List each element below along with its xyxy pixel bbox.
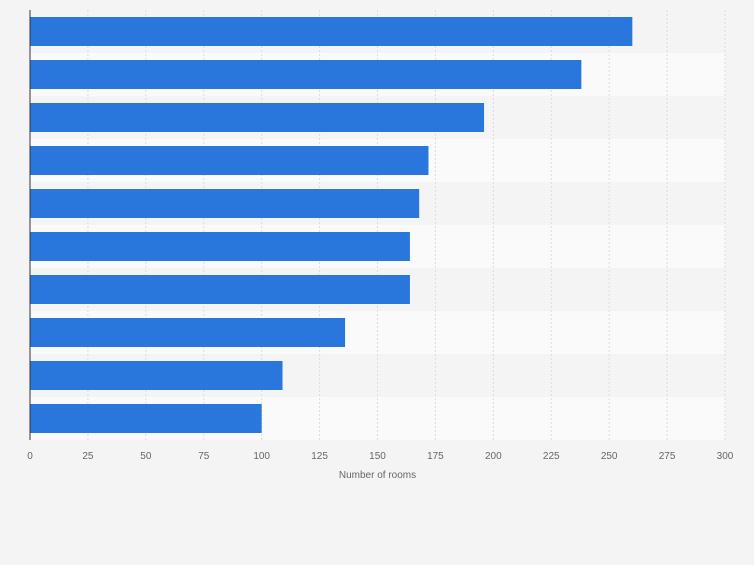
x-tick-label: 0 xyxy=(27,451,33,462)
bar[interactable] xyxy=(30,146,429,175)
x-tick-label: 225 xyxy=(543,451,560,462)
x-tick-label: 275 xyxy=(659,451,676,462)
bar[interactable] xyxy=(30,17,633,46)
bar[interactable] xyxy=(30,232,410,261)
x-tick-label: 175 xyxy=(427,451,444,462)
x-tick-label: 75 xyxy=(198,451,210,462)
bar[interactable] xyxy=(30,275,410,304)
x-axis-ticks: 0 25 50 75 100 125 150 175 200 225 250 275 300 xyxy=(27,451,734,462)
x-tick-label: 200 xyxy=(485,451,502,462)
x-tick-label: 125 xyxy=(311,451,328,462)
x-tick-label: 300 xyxy=(717,451,734,462)
bars xyxy=(30,17,633,433)
bar[interactable] xyxy=(30,404,262,433)
bar[interactable] xyxy=(30,361,283,390)
bar[interactable] xyxy=(30,103,485,132)
x-tick-label: 50 xyxy=(140,451,152,462)
bar[interactable] xyxy=(30,60,582,89)
bar[interactable] xyxy=(30,318,346,347)
x-tick-label: 100 xyxy=(253,451,270,462)
x-axis-label: Number of rooms xyxy=(339,470,416,481)
x-tick-label: 150 xyxy=(369,451,386,462)
bar[interactable] xyxy=(30,189,420,218)
x-tick-label: 25 xyxy=(82,451,94,462)
x-tick-label: 250 xyxy=(601,451,618,462)
